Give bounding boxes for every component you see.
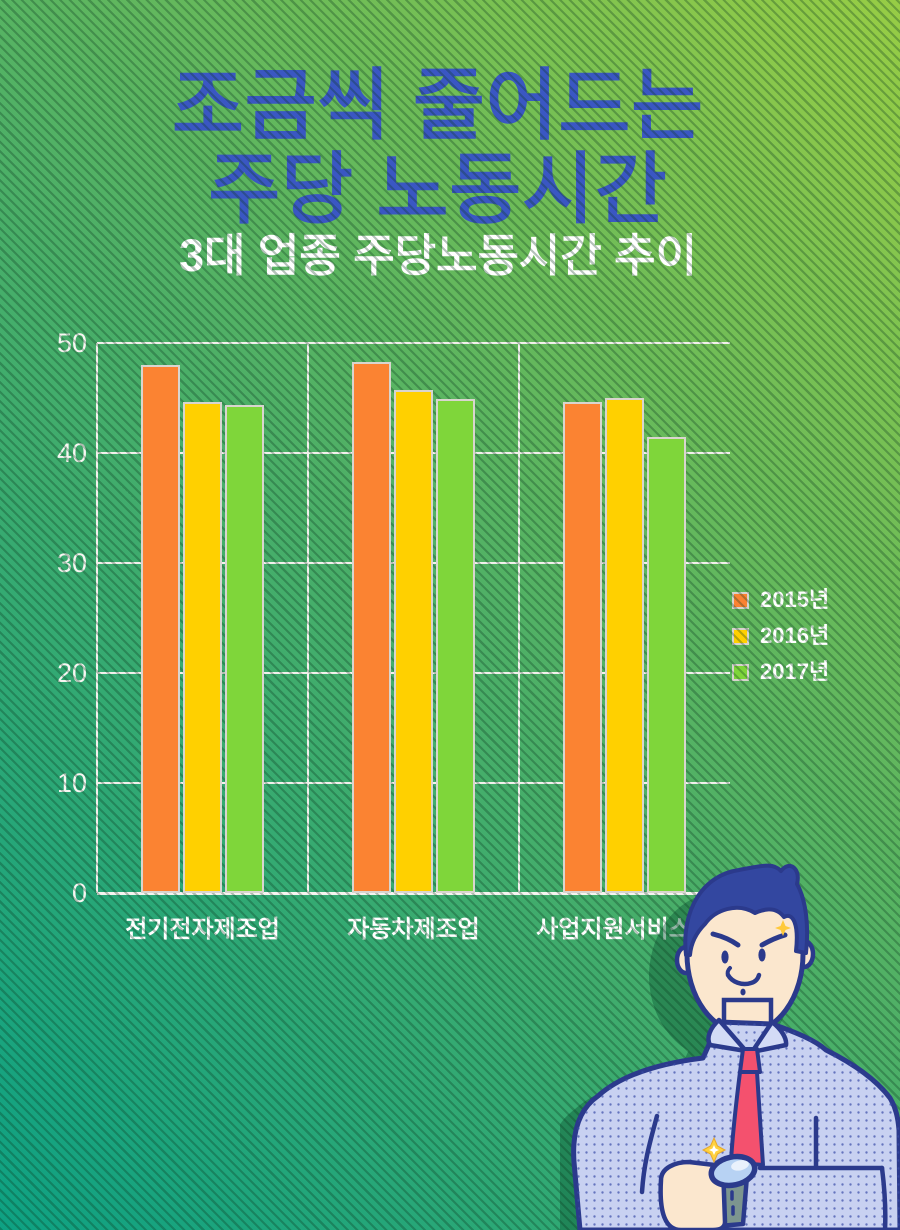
businessman-checking-watch-illustration: [571, 863, 900, 1230]
legend-swatch: [732, 663, 749, 681]
watch-glare: [731, 1160, 749, 1171]
gridline-x-2: [518, 343, 520, 893]
y-tick-30: 30: [56, 548, 87, 578]
gridline-y-50: [97, 342, 730, 344]
bar-2017년-사업지원서비스업: [647, 436, 687, 893]
bar-2017년-자동차제조업: [436, 399, 476, 893]
bar-2015년-전기전자제조업: [141, 365, 180, 893]
eyebrow-right: [759, 932, 788, 948]
y-tick-40: 40: [56, 438, 87, 468]
crease-right-sleeve: [879, 1165, 888, 1230]
page-title-line1: 조금씩 줄어드는: [172, 61, 704, 149]
legend-swatch: [732, 591, 749, 609]
x-category-label: 전기전자제조업: [125, 916, 280, 943]
y-tick-0: 0: [71, 878, 87, 908]
tie-knot: [738, 1047, 762, 1074]
bar-2015년-자동차제조업: [352, 361, 391, 893]
legend-swatch: [732, 627, 749, 645]
bar-2017년-전기전자제조업: [225, 404, 265, 893]
eyebrow-left: [710, 931, 741, 948]
eye-right: [758, 948, 766, 962]
legend-item: 2016년: [732, 624, 829, 648]
x-axis-line: [97, 892, 730, 895]
collar-right: [749, 1019, 789, 1055]
chart-legend: 2015년 2016년 2017년: [732, 588, 829, 684]
legend-label: 2015년: [760, 587, 830, 612]
sparkle-core: [709, 1145, 719, 1155]
y-tick-10: 10: [56, 768, 87, 798]
bar-2016년-전기전자제조업: [183, 402, 223, 893]
legend-item: 2017년: [732, 660, 829, 684]
x-category-label: 자동차제조업: [347, 916, 480, 943]
legend-label: 2016년: [760, 623, 830, 648]
y-axis-line: [96, 343, 98, 893]
page-title-line2: 주당 노동시간: [208, 145, 668, 233]
chart-subtitle: 3대 업종 주당노동시간 추이: [179, 230, 697, 281]
tie: [729, 1070, 765, 1167]
eye-left: [721, 950, 729, 964]
legend-label: 2017년: [760, 659, 830, 684]
hand: [658, 1159, 728, 1230]
hair: [683, 863, 810, 957]
sparkle-icon: [775, 920, 791, 936]
watch-strap-holes: [730, 1190, 735, 1216]
chin-dot: [740, 988, 746, 996]
y-tick-50: 50: [56, 328, 87, 358]
gridline-x-1: [307, 343, 309, 893]
bar-2016년-자동차제조업: [394, 390, 434, 893]
crease-left-arm: [639, 1113, 660, 1195]
smirk: [725, 966, 732, 977]
bar-2015년-사업지원서비스업: [563, 402, 602, 893]
smile: [725, 972, 762, 987]
collar-left: [706, 1017, 749, 1054]
legend-item: 2015년: [732, 588, 829, 612]
y-tick-20: 20: [56, 658, 87, 688]
bar-2016년-사업지원서비스업: [605, 398, 645, 893]
